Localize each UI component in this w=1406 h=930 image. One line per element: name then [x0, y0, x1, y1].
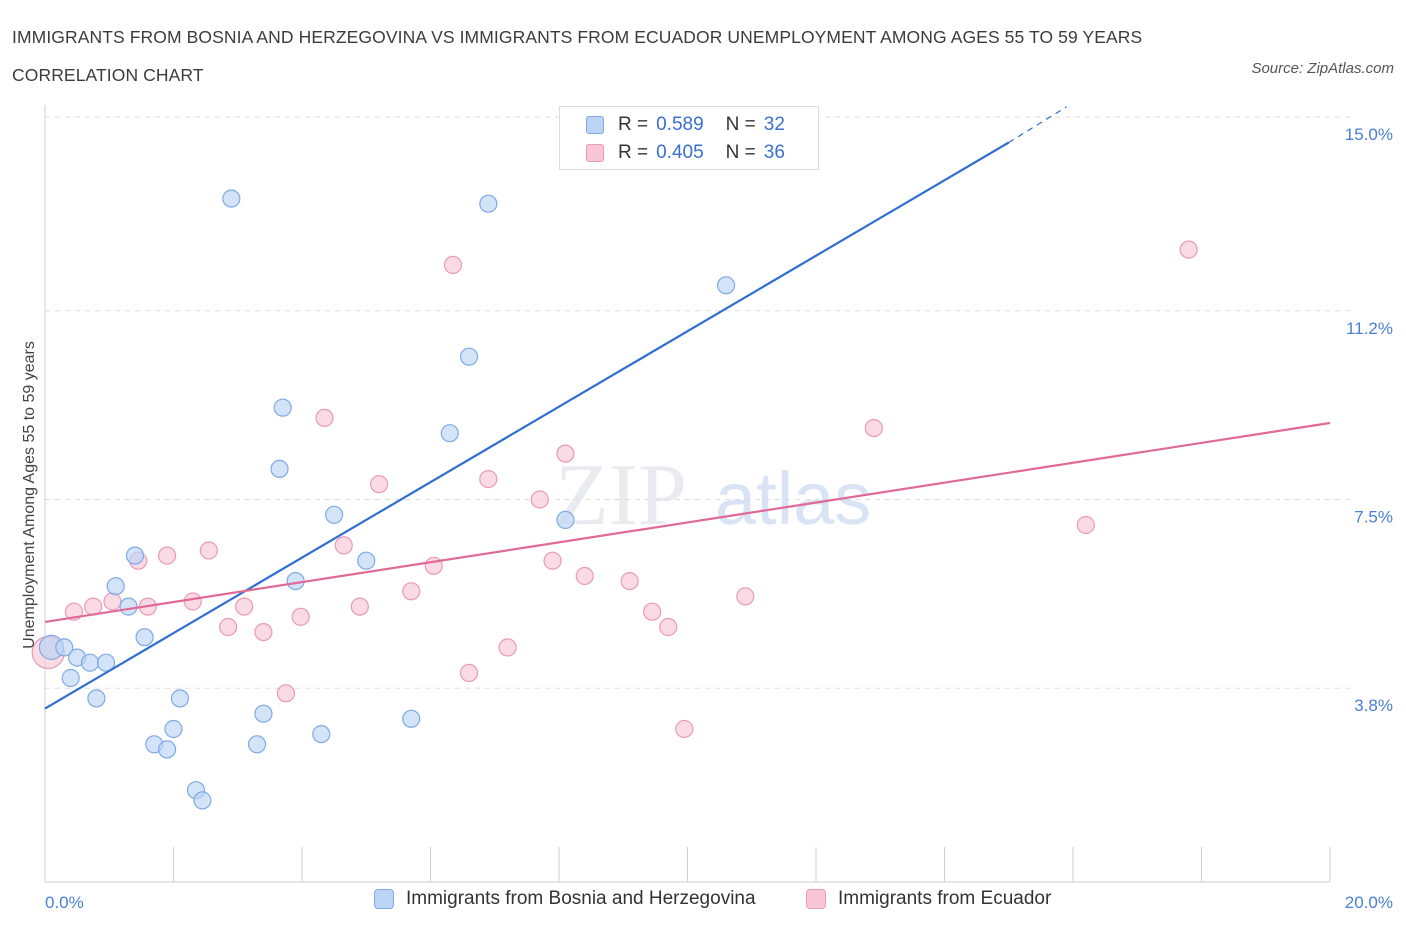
ecuador-point — [864, 419, 883, 438]
watermark: ZIP atlas — [555, 447, 871, 544]
bosnia-point — [222, 189, 241, 208]
ecuador-point — [543, 551, 562, 570]
trend-lines — [44, 106, 1331, 710]
tick-labels: 3.8% 7.5% 11.2% 15.0% 0.0% 20.0% — [45, 125, 1393, 912]
y-tick-label: 15.0% — [1345, 125, 1393, 144]
ecuador-point — [199, 541, 218, 560]
ecuador-point — [334, 536, 353, 555]
legend-n-value: 32 — [763, 114, 785, 135]
ecuador-point — [402, 582, 421, 601]
ecuador-point — [183, 592, 202, 611]
bosnia-point — [270, 459, 289, 478]
bosnia-point — [459, 347, 479, 366]
axes — [44, 105, 1331, 883]
ecuador-point — [530, 490, 549, 509]
ecuador-point — [291, 607, 310, 626]
correlation-legend: R = 0.589 N = 32 R = 0.405 N = 36 — [559, 106, 819, 170]
legend-row-bosnia: R = 0.589 N = 32 — [586, 112, 785, 138]
ecuador-point — [254, 622, 273, 642]
bosnia-point — [357, 551, 376, 570]
legend-r-label: R = — [618, 114, 649, 135]
ecuador-point — [556, 444, 575, 463]
bosnia-point — [106, 577, 125, 596]
bosnia-point — [479, 194, 498, 213]
legend-r-label: R = — [618, 142, 649, 163]
legend-n-label: N = — [725, 142, 756, 163]
series-swatch-blue — [374, 889, 394, 909]
ecuador-point — [235, 597, 254, 616]
ecuador-point — [659, 617, 678, 637]
bosnia-point — [164, 719, 183, 739]
bosnia-point — [325, 505, 344, 524]
ecuador-point — [1179, 240, 1198, 259]
ecuador-point — [157, 546, 177, 565]
series-swatch-pink — [806, 889, 826, 909]
ecuador-point — [370, 475, 389, 494]
ecuador-point — [498, 638, 517, 657]
ecuador-point — [1076, 515, 1095, 535]
series-name-ecuador: Immigrants from Ecuador — [838, 888, 1052, 909]
ecuador-trend-line — [44, 421, 1331, 623]
source-credit: Source: ZipAtlas.com — [1251, 60, 1394, 77]
bosnia-trend-line — [44, 141, 1010, 710]
bosnia-point — [96, 653, 116, 672]
bosnia-trend-extension — [1008, 106, 1067, 144]
bosnia-point — [61, 668, 80, 688]
ecuador-point — [675, 719, 694, 739]
legend-n-label: N = — [725, 114, 756, 135]
bosnia-point — [312, 724, 331, 744]
ecuador-point — [103, 592, 122, 611]
ecuador-point — [219, 617, 238, 637]
ecuador-point — [643, 602, 662, 621]
legend-swatch-blue — [586, 116, 604, 134]
bosnia-point — [273, 398, 292, 417]
ecuador-point — [350, 597, 369, 616]
bosnia-point — [55, 638, 74, 657]
series-legend-ecuador[interactable]: Immigrants from Ecuador — [806, 888, 1051, 910]
y-tick-label: 3.8% — [1354, 696, 1393, 715]
y-tick-label: 7.5% — [1354, 508, 1393, 527]
ecuador-point — [736, 587, 755, 606]
bosnia-point — [80, 653, 100, 672]
legend-r-value: 0.405 — [656, 142, 704, 163]
series-legend-bosnia[interactable]: Immigrants from Bosnia and Herzegovina — [374, 888, 756, 910]
bosnia-point — [402, 709, 421, 728]
bosnia-point — [716, 276, 736, 295]
ecuador-point — [459, 663, 479, 683]
bosnia-point — [556, 510, 575, 530]
y-tick-label: 11.2% — [1346, 319, 1393, 338]
series-name-bosnia: Immigrants from Bosnia and Herzegovina — [406, 888, 756, 909]
ecuador-point — [479, 470, 498, 489]
legend-row-ecuador: R = 0.405 N = 36 — [586, 140, 785, 166]
bosnia-point — [119, 597, 138, 616]
x-tick-label-max: 20.0% — [1345, 893, 1393, 912]
watermark-zip: ZIP — [555, 447, 687, 544]
chart-title: IMMIGRANTS FROM BOSNIA AND HERZEGOVINA V… — [12, 27, 1143, 85]
legend-swatch-pink — [586, 144, 604, 162]
ecuador-point — [620, 571, 639, 591]
x-tick-label-min: 0.0% — [45, 893, 84, 912]
bosnia-point — [157, 740, 177, 759]
legend-r-value: 0.589 — [656, 114, 704, 135]
ecuador-point — [276, 684, 296, 703]
ecuador-point — [315, 408, 334, 427]
data-points — [31, 189, 1198, 810]
series-legend: Immigrants from Bosnia and Herzegovina I… — [0, 888, 1406, 916]
y-axis-label: Unemployment Among Ages 55 to 59 years — [21, 341, 38, 649]
bosnia-point — [135, 628, 154, 647]
bosnia-point — [193, 791, 212, 810]
bosnia-point — [254, 704, 273, 723]
bosnia-point — [125, 546, 145, 565]
bosnia-point — [170, 689, 190, 708]
bosnia-point — [440, 424, 459, 443]
bosnia-point — [87, 689, 106, 708]
ecuador-point — [443, 255, 463, 274]
legend-n-value: 36 — [763, 142, 785, 163]
ecuador-point — [575, 566, 594, 586]
bosnia-point — [247, 735, 267, 754]
